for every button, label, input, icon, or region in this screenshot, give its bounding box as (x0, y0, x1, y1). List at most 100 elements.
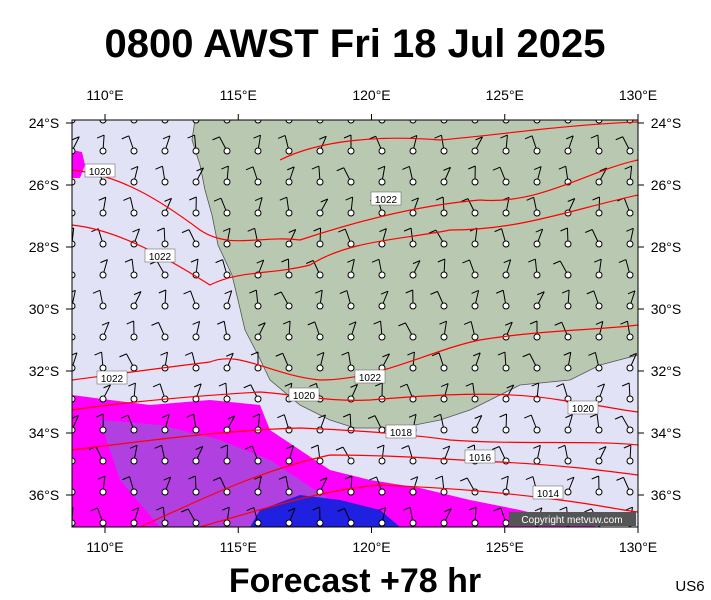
barb-station (223, 457, 231, 465)
barb-station (440, 395, 448, 403)
barb-flag (274, 291, 282, 296)
barb-station (347, 395, 355, 403)
barb-station (595, 395, 603, 403)
barb-station (564, 120, 572, 124)
barb-flag (220, 444, 228, 449)
barb-flag (435, 196, 444, 201)
barb-flag (72, 136, 80, 141)
barb-flag (88, 106, 95, 109)
barb-flag (627, 290, 636, 295)
barb-station (72, 333, 76, 341)
y-axis-label-left: 24°S (29, 115, 60, 131)
y-axis-label-right: 34°S (651, 425, 682, 441)
barb-station (130, 302, 138, 310)
barb-flag (279, 196, 287, 201)
barb-flag (253, 134, 261, 139)
barb-flag (402, 165, 410, 170)
barb-station (316, 147, 324, 155)
barb-flag (96, 134, 105, 139)
barb-station (130, 457, 138, 465)
barb-flag (566, 135, 574, 140)
barb-station (223, 364, 231, 372)
barb-station (626, 364, 634, 372)
barb-flag (525, 476, 534, 481)
barb-flag (92, 289, 101, 294)
barb-flag (408, 413, 417, 418)
barb-stem (444, 120, 445, 121)
barb-station (99, 395, 107, 403)
barb-flag (181, 508, 189, 513)
barb-flag (254, 197, 263, 202)
barb-flag (222, 227, 231, 232)
barb-station (347, 147, 355, 155)
barb-flag (59, 260, 66, 263)
barb-station (130, 333, 138, 341)
barb-station (285, 488, 293, 496)
barb-flag (533, 166, 542, 171)
barb-station (378, 519, 386, 527)
barb-station (192, 333, 200, 341)
barb-stem (567, 120, 568, 121)
barb-station (347, 271, 355, 279)
barb-flag (624, 165, 632, 170)
barb-flag (598, 446, 607, 451)
barb-flag (186, 413, 194, 418)
barb-station (347, 120, 355, 124)
barb-flag (586, 290, 594, 295)
barb-flag (401, 445, 409, 450)
barb-station (347, 488, 355, 496)
barb-stem (382, 120, 383, 121)
barb-flag (537, 291, 545, 296)
barb-station (595, 333, 603, 341)
barb-flag (341, 351, 349, 356)
barb-station (471, 178, 479, 186)
barb-station (440, 364, 448, 372)
barb-flag (399, 383, 408, 388)
barb-station (626, 333, 634, 341)
barb-flag (286, 104, 293, 107)
barb-station (409, 457, 417, 465)
barb-station (72, 302, 76, 310)
barb-station (409, 240, 417, 248)
barb-flag (189, 196, 197, 201)
barb-stem (351, 120, 352, 121)
barb-flag (443, 166, 451, 171)
barb-flag (592, 196, 600, 201)
barb-station (223, 488, 231, 496)
barb-flag (442, 445, 450, 450)
barb-flag (557, 104, 564, 107)
barb-station (161, 271, 169, 279)
barb-flag (312, 506, 320, 511)
y-axis-label-left: 34°S (29, 425, 60, 441)
barb-station (533, 147, 541, 155)
isobar-label: 1016 (469, 453, 492, 464)
x-axis-label-top: 125°E (486, 87, 524, 103)
barb-flag (434, 134, 442, 139)
barb-station (502, 271, 510, 279)
barb-station (409, 209, 417, 217)
barb-station (440, 519, 448, 527)
barb-station (99, 271, 107, 279)
barb-flag (437, 258, 446, 263)
barb-flag (616, 476, 624, 481)
barb-station (254, 333, 262, 341)
isobar-label: 1020 (293, 391, 316, 402)
barb-flag (221, 165, 229, 170)
barb-station (316, 519, 324, 527)
barb-flag (491, 106, 498, 109)
barb-station (192, 426, 200, 434)
barb-station (502, 426, 510, 434)
barb-flag (154, 105, 161, 108)
barb-station (223, 395, 231, 403)
barb-flag (595, 321, 604, 325)
barb-station (72, 364, 76, 372)
barb-flag (194, 383, 202, 388)
barb-flag (506, 384, 514, 389)
barb-station (72, 209, 76, 217)
barb-flag (343, 134, 352, 139)
barb-station (223, 333, 231, 341)
barb-station (471, 426, 479, 434)
barb-flag (556, 383, 564, 388)
barb-station (471, 395, 479, 403)
barb-station (192, 519, 200, 527)
